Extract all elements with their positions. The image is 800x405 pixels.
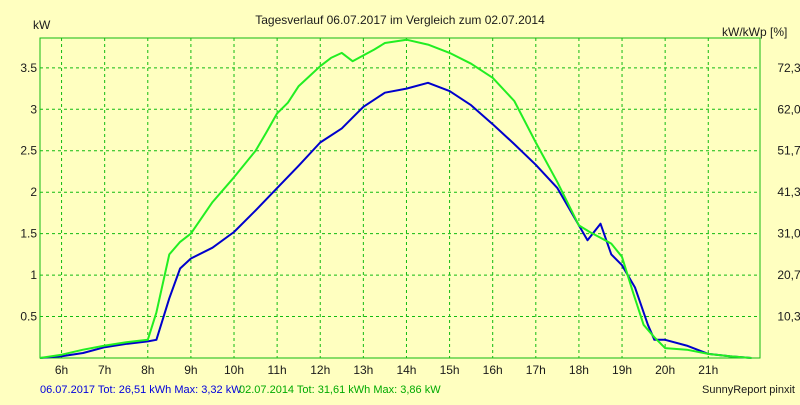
y-tick-label-right: 62,0 [777, 102, 800, 116]
y-axis-left-label: kW [33, 18, 51, 32]
y-tick-label-left: 0.5 [20, 310, 37, 324]
y-tick-label-left: 2 [30, 185, 37, 199]
x-tick-label: 7h [98, 363, 111, 377]
x-tick-label: 9h [184, 363, 197, 377]
x-tick-label: 10h [224, 363, 244, 377]
x-tick-label: 6h [55, 363, 68, 377]
y-axis-right-ticks: 10,3 20,7 31,0 41,3 51,7 62,0 72,3 [777, 61, 800, 324]
chart-title: Tagesverlauf 06.07.2017 im Vergleich zum… [255, 13, 545, 27]
credit-text: SunnyReport pinxit [702, 384, 795, 396]
y-tick-label-right: 10,3 [777, 310, 800, 324]
plot-border [39, 37, 761, 359]
x-tick-label: 12h [310, 363, 330, 377]
x-tick-label: 14h [396, 363, 416, 377]
y-tick-label-left: 3 [30, 102, 37, 116]
series-line-2017 [39, 81, 752, 359]
x-axis-ticks: 6h 7h 8h 9h 10h 11h 12h 13h 14h 15h 16h 17h 18h 19h 20… [55, 363, 718, 377]
x-tick-label: 13h [353, 363, 373, 377]
y-axis-right-label: kW/kWp [%] [722, 25, 787, 39]
y-tick-label-left: 1 [30, 268, 37, 282]
series-line-2014 [39, 38, 752, 359]
legend-2017: 06.07.2017 Tot: 26,51 kWh Max: 3,32 kW [40, 384, 242, 396]
y-tick-label-left: 2.5 [20, 144, 37, 158]
x-tick-label: 21h [698, 363, 718, 377]
y-tick-label-left: 1.5 [20, 227, 37, 241]
y-tick-label-right: 41,3 [777, 185, 800, 199]
y-tick-label-right: 31,0 [777, 227, 800, 241]
y-tick-label-right: 20,7 [777, 268, 800, 282]
x-tick-label: 16h [483, 363, 503, 377]
x-tick-label: 11h [268, 363, 287, 377]
x-tick-label: 18h [569, 363, 589, 377]
gridlines [40, 38, 760, 358]
plot-frame [39, 37, 761, 359]
x-tick-label: 19h [612, 363, 632, 377]
x-tick-label: 17h [526, 363, 546, 377]
y-tick-label-right: 72,3 [777, 61, 800, 75]
series-lines [39, 38, 752, 359]
y-tick-label-right: 51,7 [777, 144, 800, 158]
x-tick-label: 8h [141, 363, 154, 377]
y-axis-left-ticks: 0.5 1 1.5 2 2.5 3 3.5 [20, 61, 37, 324]
x-tick-label: 15h [440, 363, 460, 377]
x-tick-label: 20h [655, 363, 675, 377]
legend-2014: 02.07.2014 Tot: 31,61 kWh Max: 3,86 kW [239, 384, 441, 396]
y-tick-label-left: 3.5 [20, 61, 37, 75]
